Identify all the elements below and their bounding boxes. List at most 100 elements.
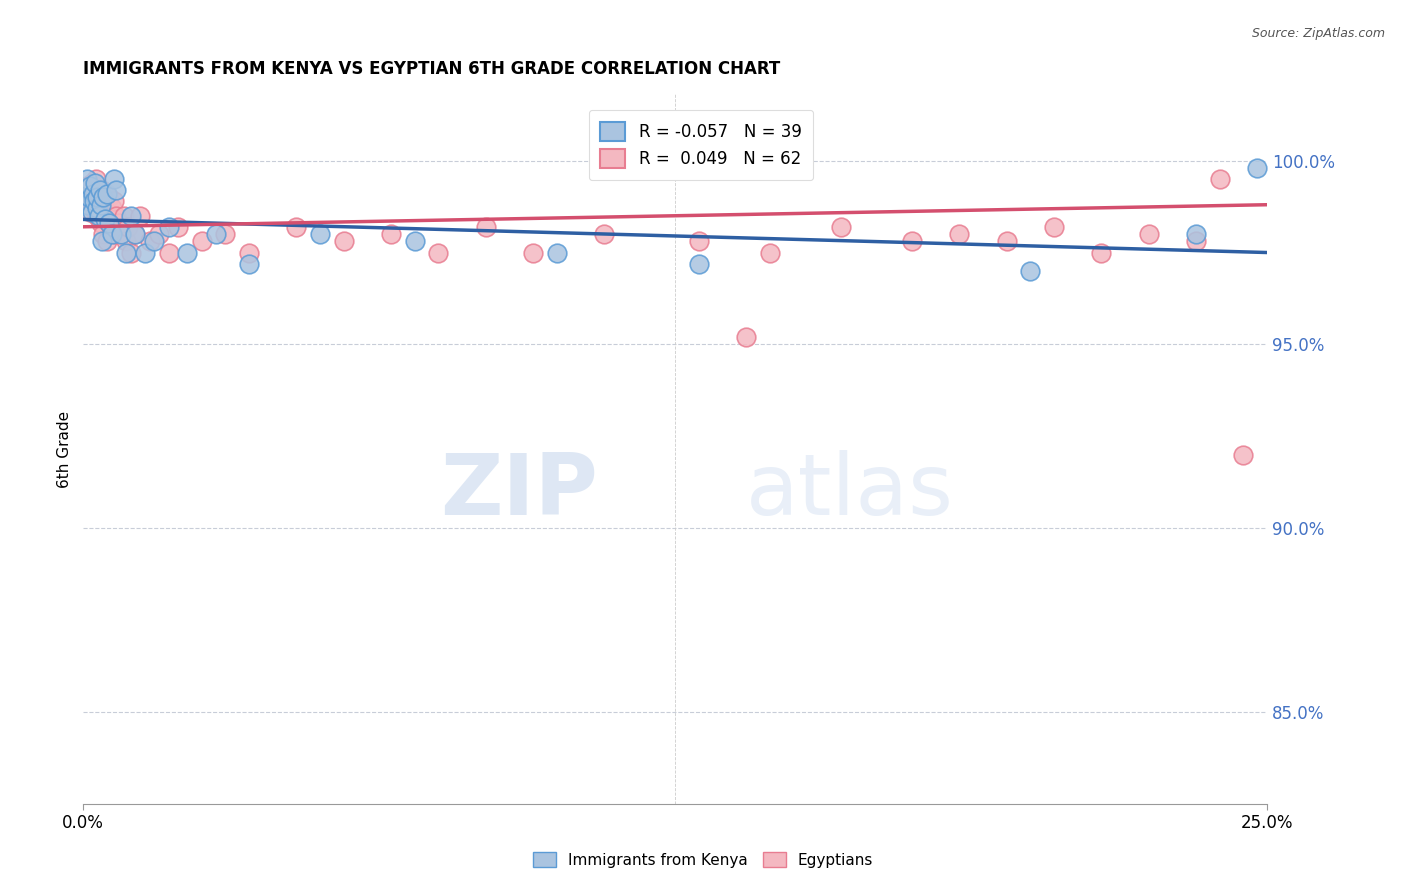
Point [93,212,115,227]
Point [238,245,260,260]
Point [100,202,122,216]
Point [103,194,125,208]
Y-axis label: 6th Grade: 6th Grade [58,410,72,488]
Point [76,172,98,186]
Point [77,198,100,212]
Point [105,209,128,223]
Point [120,245,142,260]
Point [143,235,166,249]
Point [84,172,107,186]
Point [84,176,107,190]
Point [427,245,450,260]
Point [688,235,710,249]
Point [79,205,101,219]
Point [1232,448,1254,462]
Point [1185,227,1208,241]
Point [995,235,1018,249]
Point [86,202,108,216]
Point [98,190,121,204]
Point [90,198,112,212]
Point [83,186,105,201]
Point [735,330,758,344]
Point [688,256,710,270]
Point [1019,264,1042,278]
Point [593,227,616,241]
Point [124,227,146,241]
Point [82,186,104,201]
Point [103,172,125,186]
Point [89,198,111,212]
Point [148,227,170,241]
Point [91,235,114,249]
Point [404,235,426,249]
Point [77,183,100,197]
Point [84,194,107,208]
Point [332,235,354,249]
Point [80,190,103,204]
Point [87,209,110,223]
Text: ZIP: ZIP [440,450,598,533]
Point [285,219,308,234]
Point [157,219,180,234]
Point [124,227,146,241]
Point [190,235,212,249]
Point [77,190,100,204]
Point [96,235,118,249]
Point [86,209,108,223]
Point [758,245,780,260]
Point [474,219,496,234]
Point [80,176,103,190]
Point [901,235,924,249]
Point [107,216,129,230]
Point [120,209,142,223]
Point [1246,161,1268,175]
Point [104,227,127,241]
Point [138,235,160,249]
Point [1090,245,1112,260]
Point [75,190,97,204]
Point [830,219,852,234]
Point [205,227,228,241]
Legend: R = -0.057   N = 39, R =  0.049   N = 62: R = -0.057 N = 39, R = 0.049 N = 62 [589,110,813,180]
Point [176,245,198,260]
Point [91,183,114,197]
Point [93,205,115,219]
Point [1185,235,1208,249]
Point [86,190,108,204]
Point [105,183,128,197]
Point [522,245,544,260]
Point [83,194,105,208]
Point [91,190,114,204]
Point [80,205,103,219]
Point [76,179,98,194]
Point [110,227,132,241]
Point [79,179,101,194]
Legend: Immigrants from Kenya, Egyptians: Immigrants from Kenya, Egyptians [524,844,882,875]
Point [546,245,568,260]
Point [100,227,122,241]
Point [167,219,190,234]
Text: Source: ZipAtlas.com: Source: ZipAtlas.com [1251,27,1385,40]
Point [110,227,132,241]
Text: IMMIGRANTS FROM KENYA VS EGYPTIAN 6TH GRADE CORRELATION CHART: IMMIGRANTS FROM KENYA VS EGYPTIAN 6TH GR… [83,60,780,78]
Point [1137,227,1160,241]
Point [134,245,156,260]
Point [129,209,152,223]
Point [948,227,970,241]
Point [1043,219,1066,234]
Point [77,198,100,212]
Point [89,183,111,197]
Point [380,227,402,241]
Point [1208,172,1230,186]
Point [157,245,180,260]
Point [309,227,332,241]
Point [94,190,117,204]
Point [112,209,135,223]
Point [82,202,104,216]
Point [90,216,112,230]
Point [115,235,138,249]
Point [75,183,97,197]
Point [214,227,236,241]
Point [117,219,139,234]
Point [238,256,260,270]
